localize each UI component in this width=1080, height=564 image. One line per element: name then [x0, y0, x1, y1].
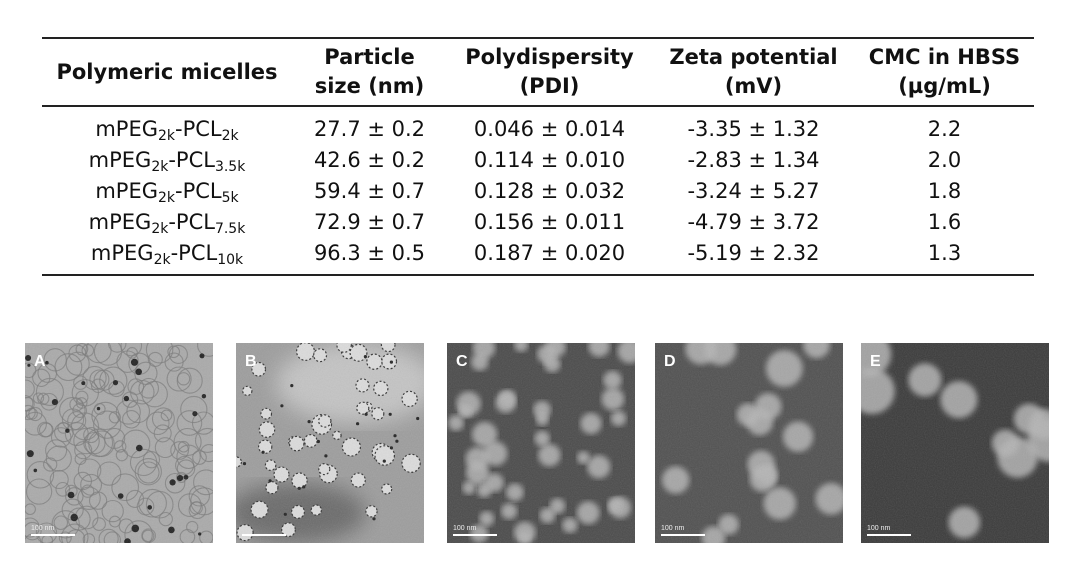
panel-label: D	[664, 353, 676, 370]
cell-micelle-name: mPEG2k-PCL5k	[95, 178, 239, 206]
cell-particle-size: 42.6 ± 0.2	[313, 147, 426, 172]
scale-bar-label: 100 nm	[453, 525, 477, 532]
micelle-properties-table: Polymeric micelles Particle size (nm) Po…	[42, 37, 1034, 276]
scale-bar	[867, 534, 911, 536]
cell-pdi: 0.046 ± 0.014	[473, 116, 626, 141]
cell-particle-size: 59.4 ± 0.7	[313, 178, 426, 203]
tem-image-panel-c: C 100 nm	[447, 343, 635, 543]
cell-pdi: 0.128 ± 0.032	[473, 178, 626, 203]
header-polydispersity: Polydispersity (PDI)	[465, 45, 634, 98]
scale-bar-label: 100 nm	[31, 525, 55, 532]
cell-micelle-name: mPEG2k-PCL7.5k	[88, 209, 246, 237]
cell-cmc: 1.6	[927, 209, 962, 234]
tem-micrograph	[447, 343, 635, 543]
header-polymeric-micelles: Polymeric micelles	[56, 59, 278, 84]
scale-bar-label: 100 nm	[661, 525, 685, 532]
cell-micelle-name: mPEG2k-PCL10k	[90, 240, 244, 268]
cell-cmc: 2.0	[927, 147, 962, 172]
tem-image-panel-b: B	[236, 343, 424, 543]
table-row: mPEG2k-PCL7.5k 72.9 ± 0.7 0.156 ± 0.011 -4.…	[42, 206, 1034, 237]
cell-zeta-potential: -3.35 ± 1.32	[687, 116, 820, 141]
tem-image-panel-d: D 100 nm	[655, 343, 843, 543]
cell-cmc: 2.2	[927, 116, 962, 141]
cell-particle-size: 27.7 ± 0.2	[313, 116, 426, 141]
cell-zeta-potential: -2.83 ± 1.34	[687, 147, 820, 172]
tem-image-panel-a: A 100 nm	[25, 343, 213, 543]
tem-micrograph	[861, 343, 1049, 543]
table-row: mPEG2k-PCL2k 27.7 ± 0.2 0.046 ± 0.014 -3.35…	[42, 106, 1034, 144]
tem-micrograph	[655, 343, 843, 543]
cell-micelle-name: mPEG2k-PCL3.5k	[88, 147, 246, 175]
tem-image-panel-e: E 100 nm	[861, 343, 1049, 543]
scale-bar	[242, 534, 286, 536]
cell-pdi: 0.114 ± 0.010	[473, 147, 626, 172]
panel-label: C	[456, 353, 468, 370]
cell-zeta-potential: -5.19 ± 2.32	[687, 240, 820, 265]
scale-bar	[661, 534, 705, 536]
header-particle-size: Particle size (nm)	[314, 45, 425, 98]
panel-label: E	[870, 353, 881, 370]
table-row: mPEG2k-PCL3.5k 42.6 ± 0.2 0.114 ± 0.010 -2.…	[42, 144, 1034, 175]
panel-label: A	[34, 353, 46, 370]
cell-particle-size: 96.3 ± 0.5	[313, 240, 426, 265]
table-header-row: Polymeric micelles Particle size (nm) Po…	[42, 38, 1034, 106]
header-cmc: CMC in HBSS (µg/mL)	[868, 45, 1021, 98]
scale-bar-label: 100 nm	[867, 525, 891, 532]
header-zeta-potential: Zeta potential (mV)	[669, 45, 838, 98]
cell-zeta-potential: -4.79 ± 3.72	[687, 209, 820, 234]
tem-micrograph	[236, 343, 424, 543]
cell-pdi: 0.156 ± 0.011	[473, 209, 626, 234]
scale-bar	[453, 534, 497, 536]
table-row: mPEG2k-PCL10k 96.3 ± 0.5 0.187 ± 0.020 -5.1…	[42, 237, 1034, 275]
panel-label: B	[245, 353, 257, 370]
cell-cmc: 1.3	[927, 240, 962, 265]
cell-cmc: 1.8	[927, 178, 962, 203]
scale-bar	[31, 534, 75, 536]
cell-pdi: 0.187 ± 0.020	[473, 240, 626, 265]
cell-zeta-potential: -3.24 ± 5.27	[687, 178, 820, 203]
table-row: mPEG2k-PCL5k 59.4 ± 0.7 0.128 ± 0.032 -3.24…	[42, 175, 1034, 206]
tem-micrograph	[25, 343, 213, 543]
cell-micelle-name: mPEG2k-PCL2k	[95, 116, 239, 144]
cell-particle-size: 72.9 ± 0.7	[313, 209, 426, 234]
